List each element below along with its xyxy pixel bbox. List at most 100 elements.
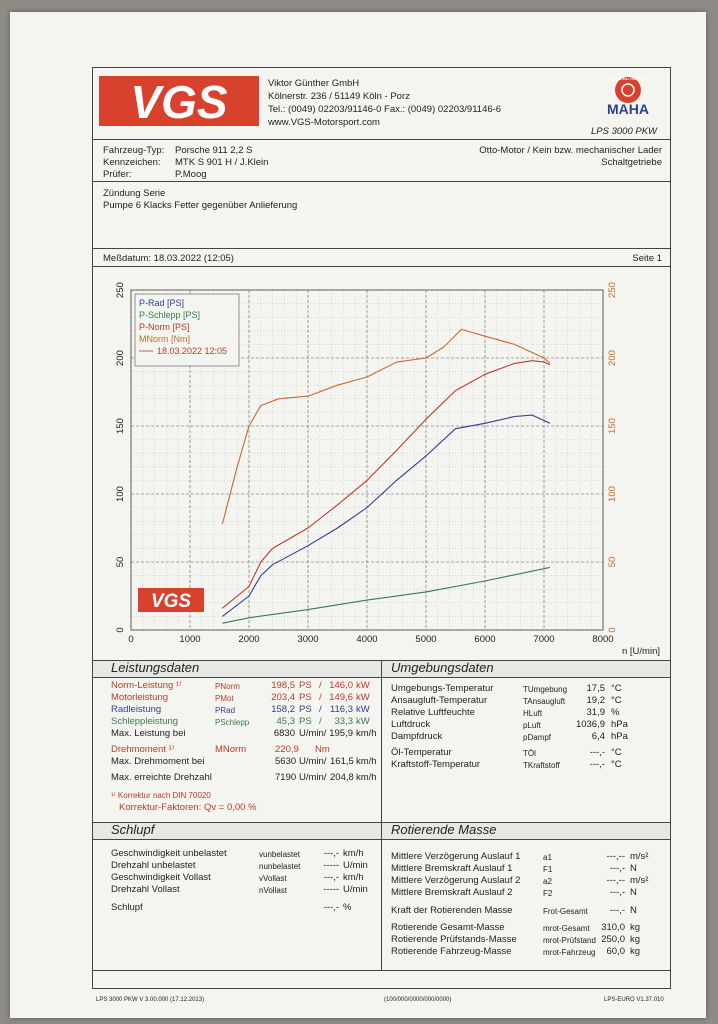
umgebung-symbol: pLuft — [523, 721, 541, 730]
leistung-unit-2: kW — [356, 704, 370, 715]
leistung-separator: / — [319, 692, 322, 703]
schlupf-symbol: nVollast — [259, 886, 288, 895]
maha-logo: Maschinenbau Haldenwang MAHA — [598, 74, 658, 126]
rotierende-label: Mittlere Verzögerung Auslauf 2 — [391, 875, 521, 886]
legend-entry: P-Rad [PS] — [139, 298, 184, 308]
note-line-2: Pumpe 6 Klacks Fetter gegenüber Anliefer… — [103, 200, 298, 211]
leistung-unit-2: km/h — [356, 728, 377, 739]
umgebung-unit: hPa — [611, 719, 628, 730]
correction-note: ¹⁾ Korrektur nach DIN 70020 — [111, 791, 211, 800]
leistung-unit-1: PS — [299, 692, 312, 703]
rotierende-symbol: mrot-Prüfstand — [543, 936, 596, 945]
leistung-separator: / — [319, 680, 322, 691]
leistung-label: Max. Leistung bei — [111, 728, 186, 739]
schlupf-label: Schlupf — [111, 902, 143, 913]
rotierende-label: Mittlere Verzögerung Auslauf 1 — [391, 851, 521, 862]
rotierende-value: ---,- — [609, 863, 625, 874]
rotierende-unit: N — [630, 905, 637, 916]
leistung-unit-1: PS — [299, 680, 312, 691]
umgebung-symbol: pDampf — [523, 733, 552, 742]
rotierende-label: Mittlere Bremskraft Auslauf 1 — [391, 863, 513, 874]
leistung-label: Schleppleistung — [111, 716, 179, 727]
footer-euro-version: LPS-EURO V1.37.010 — [604, 997, 664, 1003]
chart-logo-text: VGS — [151, 591, 191, 612]
y-right-tick-label: 50 — [607, 557, 618, 568]
max-rpm-value: 7190 — [275, 772, 297, 783]
leistung-unit-2: kW — [356, 680, 370, 691]
tester-value: P.Moog — [175, 169, 207, 180]
rotierende-label: Rotierende Gesamt-Masse — [391, 922, 505, 933]
rotierende-value: 310,0 — [601, 922, 625, 933]
vgs-logo-graphic: VGS — [130, 76, 227, 128]
umgebung-label: Umgebungs-Temperatur — [391, 683, 494, 694]
series-line-2 — [222, 360, 551, 609]
measure-date: Meßdatum: 18.03.2022 (12:05) — [103, 253, 234, 264]
umgebung-value: 6,4 — [591, 731, 605, 742]
leistung-value-1: 198,5 — [271, 680, 295, 691]
x-tick-label: 2000 — [238, 634, 259, 645]
plate-value: MTK S 901 H / J.Klein — [175, 157, 269, 168]
umgebung-value: 17,5 — [586, 683, 606, 694]
y-left-tick-label: 50 — [115, 557, 126, 568]
rotierende-masse-title: Rotierende Masse — [391, 822, 497, 837]
company-web[interactable]: www.VGS-Motorsport.com — [268, 117, 380, 128]
page-number: Seite 1 — [632, 253, 662, 264]
rotierende-symbol: a1 — [543, 853, 552, 862]
schlupf-value: ----- — [323, 860, 339, 871]
leistung-symbol: PSchlepp — [215, 718, 250, 727]
leistung-label: Norm-Leistung ¹⁾ — [111, 680, 182, 691]
rotierende-unit: N — [630, 887, 637, 898]
rotierende-unit: m/s² — [630, 851, 649, 862]
rotierende-value: ---,-- — [606, 875, 625, 886]
rotierende-unit: kg — [630, 946, 641, 957]
leistung-value-2: 195,9 — [329, 728, 353, 739]
rotierende-unit: kg — [630, 934, 641, 945]
umgebungsdaten-title: Umgebungsdaten — [391, 660, 494, 675]
rotierende-label: Mittlere Bremskraft Auslauf 2 — [391, 887, 513, 898]
x-axis-label: n [U/min] — [622, 646, 660, 657]
x-tick-label: 1000 — [179, 634, 200, 645]
schlupf-label: Drehzahl unbelastet — [111, 860, 196, 871]
leistung-symbol: PNorm — [215, 682, 240, 691]
maha-text: MAHA — [607, 101, 649, 117]
rotierende-label: Rotierende Fahrzeug-Masse — [391, 946, 512, 957]
schlupf-value: ----- — [323, 884, 339, 895]
umgebung-symbol: TAnsaugluft — [523, 697, 566, 706]
max-torque-speed: 161,5 — [330, 756, 354, 767]
torque-unit: Nm — [315, 744, 330, 755]
max-rpm-label: Max. erreichte Drehzahl — [111, 772, 212, 783]
leistung-value-1: 45,3 — [276, 716, 296, 727]
y-left-tick-label: 250 — [115, 282, 126, 298]
umgebung-unit: °C — [611, 759, 622, 770]
schlupf-symbol: vVollast — [259, 874, 287, 883]
max-rpm-unit: U/min/ — [299, 772, 327, 783]
umgebung-label: Dampfdruck — [391, 731, 443, 742]
schlupf-label: Drehzahl Vollast — [111, 884, 180, 895]
schlupf-label: Geschwindigkeit Vollast — [111, 872, 211, 883]
max-torque-label: Max. Drehmoment bei — [111, 756, 205, 767]
paper-sheet — [10, 12, 706, 1018]
vgs-logo-text: VGS — [130, 76, 227, 126]
leistung-value-1: 6830 — [273, 728, 295, 739]
leistung-unit-1: PS — [299, 704, 312, 715]
leistung-value-2: 116,3 — [329, 704, 353, 715]
rotierende-value: 60,0 — [606, 946, 626, 957]
schlupf-unit: km/h — [343, 848, 364, 859]
rotierende-symbol: F2 — [543, 889, 553, 898]
correction-factors: Korrektur-Faktoren: Qv = 0,00 % — [119, 802, 257, 813]
schlupf-symbol: vunbelastet — [259, 850, 300, 859]
umgebung-label: Kraftstoff-Temperatur — [391, 759, 481, 770]
leistung-label: Motorleistung — [111, 692, 169, 703]
leistung-separator: / — [319, 716, 322, 727]
leistung-label: Radleistung — [111, 704, 162, 715]
rotierende-value: ---,- — [609, 905, 625, 916]
legend-entry: MNorm [Nm] — [139, 334, 190, 344]
company-address: Kölnerstr. 236 / 51149 Köln - Porz — [268, 91, 410, 102]
x-tick-label: 7000 — [533, 634, 554, 645]
legend-entry: P-Norm [PS] — [139, 322, 190, 332]
chart-legend: P-Rad [PS] P-Schlepp [PS] P-Norm [PS] MNorm… — [134, 293, 240, 367]
rotierende-value: ---,- — [609, 887, 625, 898]
vgs-logo: VGS — [99, 76, 259, 128]
company-phone: Tel.: (0049) 02203/91146-0 Fax.: (0049) … — [268, 104, 502, 115]
